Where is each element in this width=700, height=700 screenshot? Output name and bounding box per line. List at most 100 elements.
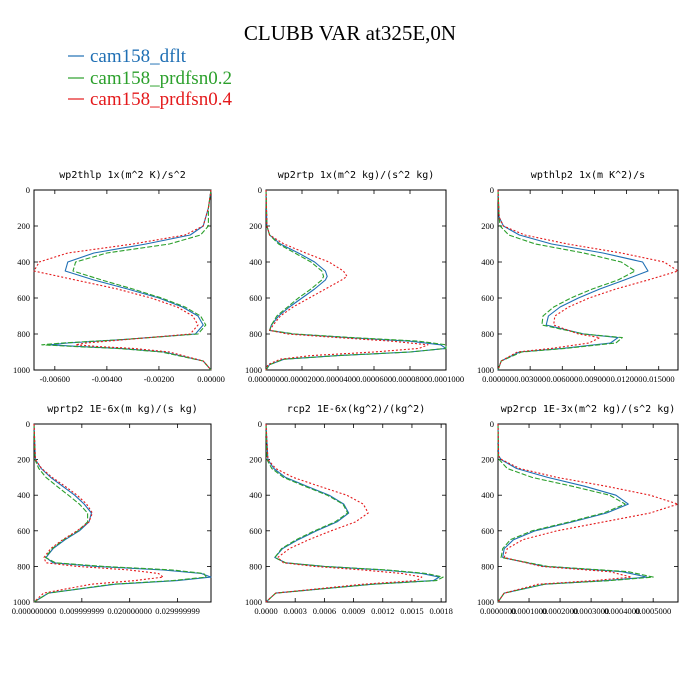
x-tick-label: 0.0000 (254, 606, 277, 616)
x-tick-label: 0.0000000 (480, 606, 516, 616)
legend-label: cam158_dflt (90, 46, 187, 67)
x-tick-label: 0.0001000 (428, 374, 464, 384)
x-tick-label: 0.015000 (643, 374, 675, 384)
x-tick-label: 0.0001000 (511, 606, 547, 616)
x-tick-label: -0.00200 (144, 374, 174, 384)
series-line-cam158_dflt (265, 189, 447, 371)
y-tick-label: 800 (17, 561, 30, 571)
y-tick-label: 600 (249, 293, 262, 303)
y-tick-label: 400 (17, 257, 30, 267)
x-tick-label: 0.0000200 (284, 374, 320, 384)
y-tick-label: 1000 (13, 597, 30, 607)
y-tick-label: 400 (249, 257, 262, 267)
series-line-cam158_prdfsn0.2 (265, 423, 444, 603)
x-tick-label: 0.020000000 (107, 606, 152, 616)
y-tick-label: 400 (249, 490, 262, 500)
y-tick-label: 600 (17, 526, 30, 536)
legend-label: cam158_prdfsn0.4 (90, 89, 232, 110)
y-tick-label: 600 (481, 293, 494, 303)
y-tick-label: 0 (26, 185, 30, 195)
y-tick-label: 600 (17, 293, 30, 303)
series-line-cam158_dflt (497, 189, 649, 371)
series-line-cam158_prdfsn0.4 (497, 189, 679, 371)
panel-title: wp2thlp 1x(m^2 K)/s^2 (59, 170, 185, 181)
panels: wp2thlp 1x(m^2 K)/s^2 0 200 400 600 800 1000 -0… (12, 170, 679, 616)
legend-label: cam158_prdfsn0.2 (90, 68, 232, 89)
panel-4: wprtp2 1E-6x(m kg)/(s kg) 0 200 400 600 800 10… (12, 404, 212, 616)
y-tick-label: 400 (481, 490, 494, 500)
y-tick-label: 1000 (477, 597, 494, 607)
y-tick-label: 800 (249, 561, 262, 571)
x-tick-label: 0.0003 (284, 606, 307, 616)
series-line-cam158_prdfsn0.2 (41, 189, 212, 371)
plot-frame (497, 423, 679, 603)
panel-title: wp2rtp 1x(m^2 kg)/(s^2 kg) (278, 170, 435, 181)
x-tick-label: 0.0004000 (604, 606, 640, 616)
plot-frame (265, 423, 447, 603)
y-tick-label: 1000 (245, 597, 262, 607)
x-tick-label: -0.00600 (40, 374, 70, 384)
y-tick-label: 1000 (477, 365, 494, 375)
y-tick-label: 200 (249, 455, 262, 465)
x-tick-label: 0.0000800 (392, 374, 428, 384)
y-tick-label: 400 (481, 257, 494, 267)
series-line-cam158_dflt (265, 423, 440, 603)
x-tick-label: 0.0000000 (248, 374, 284, 384)
plot-frame (33, 189, 212, 371)
x-tick-label: 0.0015 (400, 606, 423, 616)
panel-6: wp2rcp 1E-3x(m^2 kg)/(s^2 kg) 0 200 400 600 8… (477, 404, 679, 616)
y-tick-label: 200 (481, 455, 494, 465)
legend-entry-prdfsn0.2: cam158_prdfsn0.2 (68, 68, 232, 89)
y-tick-label: 800 (481, 561, 494, 571)
y-tick-label: 800 (249, 329, 262, 339)
legend: cam158_dflt cam158_prdfsn0.2 cam158_prdf… (68, 46, 232, 110)
y-tick-label: 0 (258, 185, 262, 195)
x-tick-label: 0.0002000 (542, 606, 578, 616)
panel-3: wpthlp2 1x(m K^2)/s020040060080010000.00… (477, 170, 679, 384)
x-tick-label: 0.0018 (429, 606, 452, 616)
x-tick-label: -0.00400 (92, 374, 122, 384)
legend-entry-prdfsn0.4: cam158_prdfsn0.4 (68, 89, 232, 110)
series-line-cam158_prdfsn0.4 (265, 189, 429, 371)
series-line-cam158_prdfsn0.2 (497, 189, 636, 371)
y-tick-label: 200 (481, 221, 494, 231)
x-tick-label: 0.009999999 (60, 606, 105, 616)
x-tick-label: 0.0000400 (320, 374, 356, 384)
x-tick-label: 0.029999999 (155, 606, 200, 616)
y-tick-label: 800 (481, 329, 494, 339)
y-tick-label: 600 (481, 526, 494, 536)
series-line-cam158_prdfsn0.4 (497, 423, 679, 603)
series-line-cam158_dflt (33, 423, 212, 603)
panel-title: wpthlp2 1x(m K^2)/s (531, 170, 645, 181)
panel-title: wprtp2 1E-6x(m kg)/(s kg) (47, 404, 198, 415)
x-tick-label: 0.000000000 (12, 606, 57, 616)
panel-1: wp2thlp 1x(m^2 K)/s^2 0 200 400 600 800 1000 -0… (13, 170, 225, 384)
y-tick-label: 0 (490, 419, 494, 429)
plot-frame (497, 189, 679, 371)
x-tick-label: 0.009000 (578, 374, 610, 384)
x-tick-label: 0.0000600 (356, 374, 392, 384)
series-line-cam158_prdfsn0.2 (33, 423, 207, 603)
plot-frame (33, 423, 212, 603)
series-line-cam158_prdfsn0.2 (497, 423, 654, 603)
x-tick-label: 0.0012 (371, 606, 394, 616)
x-tick-label: 0.00000 (197, 374, 225, 384)
x-tick-label: 0.0009 (342, 606, 365, 616)
plot-frame (265, 189, 447, 371)
x-tick-label: 0.000000 (482, 374, 514, 384)
series-line-cam158_prdfsn0.4 (33, 189, 212, 371)
panel-title: wp2rcp 1E-3x(m^2 kg)/(s^2 kg) (501, 404, 676, 415)
y-tick-label: 0 (490, 185, 494, 195)
series-line-cam158_prdfsn0.4 (265, 423, 423, 603)
y-tick-label: 1000 (245, 365, 262, 375)
panel-title: rcp2 1E-6x(kg^2)/(kg^2) (287, 404, 425, 415)
y-tick-label: 600 (249, 526, 262, 536)
series-line-cam158_prdfsn0.4 (33, 423, 164, 603)
y-tick-label: 0 (258, 419, 262, 429)
x-tick-label: 0.0005000 (635, 606, 671, 616)
x-tick-label: 0.012000 (611, 374, 643, 384)
x-tick-label: 0.0003000 (573, 606, 609, 616)
panel-2: wp2rtp 1x(m^2 kg)/(s^2 kg) 0 200 400 600 800 1… (245, 170, 464, 384)
panel-5: rcp2 1E-6x(kg^2)/(kg^2) 0 200 400 600 800 1000… (245, 404, 453, 616)
